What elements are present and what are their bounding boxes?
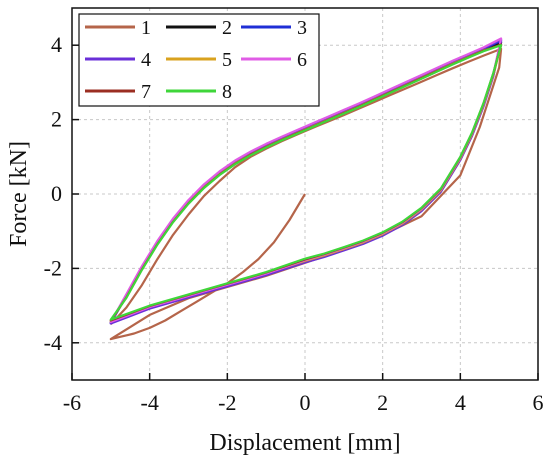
legend-label-8: 8 <box>222 81 232 103</box>
legend-label-1: 1 <box>141 17 151 39</box>
y-tick-label: 2 <box>51 107 62 132</box>
x-tick-label: 6 <box>533 390 544 415</box>
legend-label-5: 5 <box>222 49 232 71</box>
series-lines <box>109 37 503 341</box>
legend-label-6: 6 <box>297 49 307 71</box>
series-line-8 <box>109 44 503 321</box>
x-tick-label: -2 <box>218 390 236 415</box>
ticks: -6 -4 -2 0 2 4 6 -4 -2 0 2 4 <box>44 32 544 415</box>
x-tick-label: -6 <box>63 390 81 415</box>
y-axis-title: Force [kN] <box>6 141 32 247</box>
legend: 1 2 3 4 5 6 7 8 <box>78 13 320 107</box>
legend-label-4: 4 <box>141 49 151 71</box>
x-tick-label: 0 <box>300 390 311 415</box>
x-tick-label: -4 <box>141 390 159 415</box>
x-tick-label: 4 <box>455 390 466 415</box>
x-tick-label: 2 <box>377 390 388 415</box>
y-tick-label: -4 <box>44 330 62 355</box>
legend-label-3: 3 <box>297 17 307 39</box>
x-axis-title: Displacement [mm] <box>209 430 400 456</box>
legend-label-2: 2 <box>222 17 232 39</box>
y-tick-label: 4 <box>51 32 62 57</box>
y-tick-label: -2 <box>44 255 62 280</box>
legend-label-7: 7 <box>141 81 151 103</box>
y-tick-label: 0 <box>51 181 62 206</box>
